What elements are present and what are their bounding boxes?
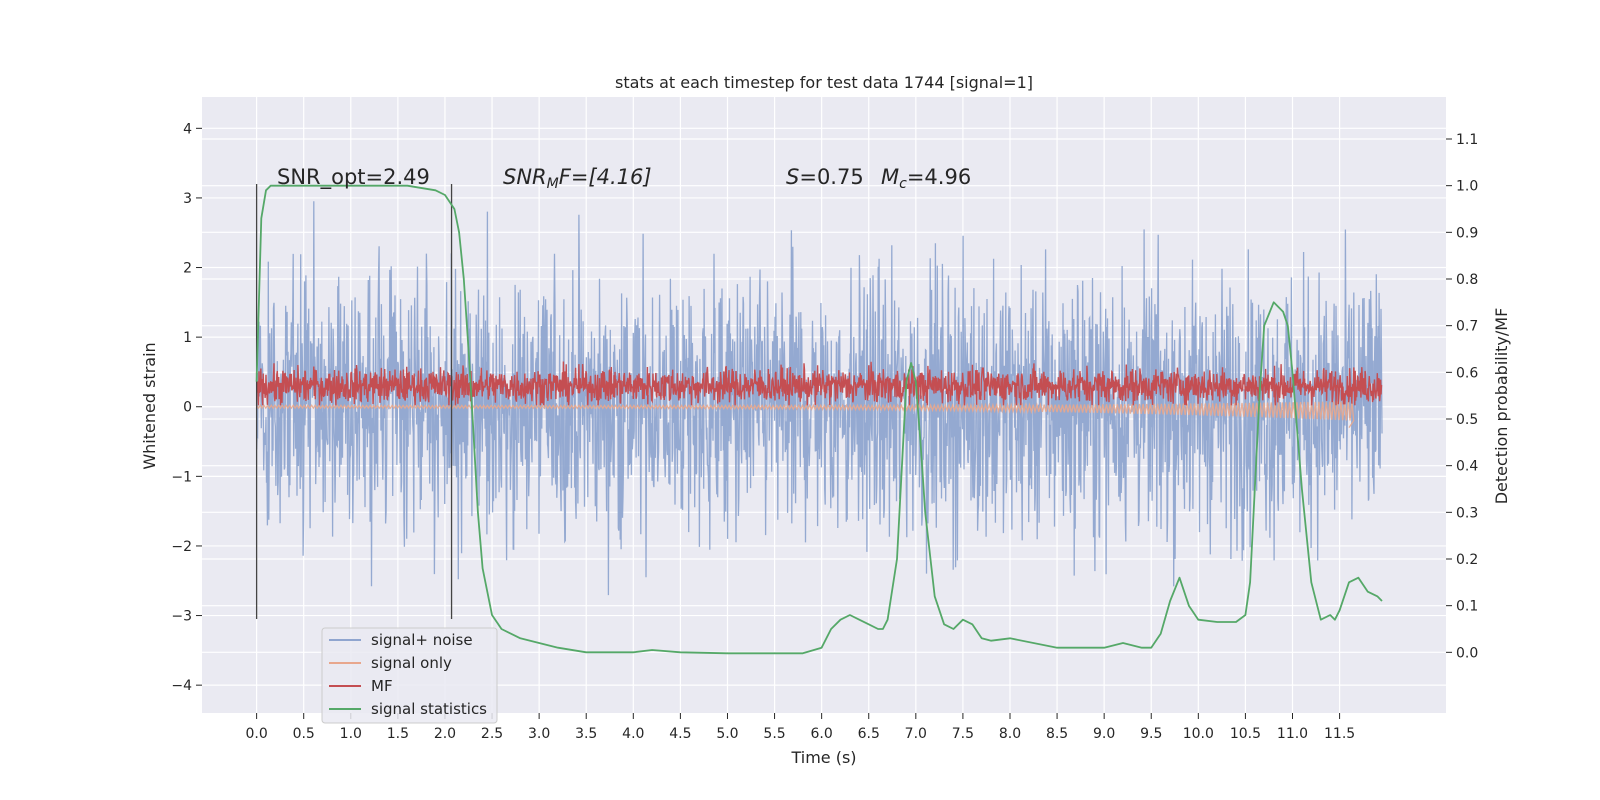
left-tick-label: −3	[171, 609, 192, 625]
annotation-snr-mf-rest: F=[4.16]	[559, 165, 652, 189]
right-tick-label: 0.8	[1456, 272, 1478, 288]
x-tick-label: 10.0	[1183, 726, 1214, 742]
x-tick-label: 6.5	[858, 726, 880, 742]
right-tick-label: 1.1	[1456, 132, 1478, 148]
annotation-snr-mf-sub: M	[547, 176, 559, 192]
series-mf	[255, 361, 1383, 406]
right-tick-label: 0.1	[1456, 599, 1478, 615]
series-signal-only	[256, 401, 1355, 428]
left-tick-label: −4	[171, 678, 192, 694]
x-tick-label: 3.5	[575, 726, 597, 742]
chirp-line	[256, 401, 1355, 428]
series-signal-statistics	[255, 184, 1383, 655]
annotation-mc-label: M	[881, 165, 899, 189]
noise-line	[255, 201, 1383, 596]
x-tick-label: 7.5	[952, 726, 974, 742]
x-tick-label: 7.0	[905, 726, 927, 742]
annotation-snr-mf-label: SNR	[503, 165, 547, 189]
right-tick-label: 0.0	[1456, 645, 1478, 661]
x-tick-label: 2.0	[434, 726, 456, 742]
x-axis-label: Time (s)	[790, 748, 856, 767]
left-tick-label: 4	[183, 121, 192, 137]
right-tick-label: 1.0	[1456, 179, 1478, 195]
x-tick-label: 11.0	[1277, 726, 1308, 742]
left-axis-ticks: 4 3 2 1 0 −1 −2 −3 −4	[171, 121, 202, 694]
right-tick-label: 0.2	[1456, 552, 1478, 568]
x-tick-label: 4.5	[669, 726, 691, 742]
x-tick-label: 0.0	[245, 726, 267, 742]
chart-title: stats at each timestep for test data 174…	[615, 73, 1033, 92]
right-tick-label: 0.9	[1456, 225, 1478, 241]
legend-label-signal-only: signal only	[371, 654, 452, 672]
x-tick-label: 4.0	[622, 726, 644, 742]
left-tick-label: 1	[183, 330, 192, 346]
x-tick-label: 3.0	[528, 726, 550, 742]
annotation-mc: Mc=4.96	[881, 165, 971, 192]
x-tick-label: 6.0	[811, 726, 833, 742]
left-tick-label: 0	[183, 400, 192, 416]
annotation-snr-mf: SNRMF=[4.16]	[503, 165, 652, 192]
mf-line	[255, 361, 1383, 406]
x-tick-label: 8.0	[999, 726, 1021, 742]
annotation-s-value: =0.75	[799, 165, 863, 189]
annotation-mc-value: =4.96	[907, 165, 971, 189]
legend-label-signal-statistics: signal statistics	[371, 700, 487, 718]
annotation-snr-opt: SNR_opt=2.49	[277, 165, 430, 190]
x-tick-label: 5.0	[716, 726, 738, 742]
right-tick-label: 0.5	[1456, 412, 1478, 428]
x-tick-label: 11.5	[1324, 726, 1355, 742]
left-tick-label: 2	[183, 261, 192, 277]
legend: signal+ noise signal only MF signal stat…	[321, 627, 498, 724]
vertical-markers	[255, 184, 453, 620]
x-tick-label: 9.0	[1093, 726, 1115, 742]
x-tick-label: 8.5	[1046, 726, 1068, 742]
x-axis-ticks: 0.0 0.5 1.0 1.5 2.0 2.5 3.0 3.5 4.0 4.5 5.0 5.5 6.0 6…	[245, 713, 1355, 742]
x-tick-label: 2.5	[481, 726, 503, 742]
left-tick-label: −1	[171, 469, 192, 485]
right-tick-label: 0.6	[1456, 365, 1478, 381]
annotation-s-label: S	[786, 165, 799, 189]
legend-label-mf: MF	[371, 677, 393, 695]
x-tick-label: 1.5	[387, 726, 409, 742]
right-tick-label: 0.3	[1456, 505, 1478, 521]
right-axis-ticks: 1.1 1.0 0.9 0.8 0.7 0.6 0.5 0.4 0.3 0.2 0.1 0.0	[1446, 132, 1478, 661]
legend-label-signal-plus-noise: signal+ noise	[371, 631, 473, 649]
x-tick-label: 10.5	[1230, 726, 1261, 742]
right-axis-label: Detection probability/MF	[1492, 308, 1511, 505]
series-signal-plus-noise	[255, 201, 1383, 596]
legend-box	[321, 627, 498, 724]
left-axis-label: Whitened strain	[140, 342, 159, 469]
signal-statistics-line	[255, 184, 1383, 655]
x-tick-label: 0.5	[293, 726, 315, 742]
left-tick-label: 3	[183, 191, 192, 207]
x-tick-label: 5.5	[763, 726, 785, 742]
annotation-s: S=0.75	[786, 165, 864, 189]
left-tick-label: −2	[171, 539, 192, 555]
x-tick-label: 9.5	[1140, 726, 1162, 742]
annotation-mc-sub: c	[899, 176, 907, 192]
x-tick-label: 1.0	[340, 726, 362, 742]
right-tick-label: 0.7	[1456, 319, 1478, 335]
right-tick-label: 0.4	[1456, 459, 1478, 475]
